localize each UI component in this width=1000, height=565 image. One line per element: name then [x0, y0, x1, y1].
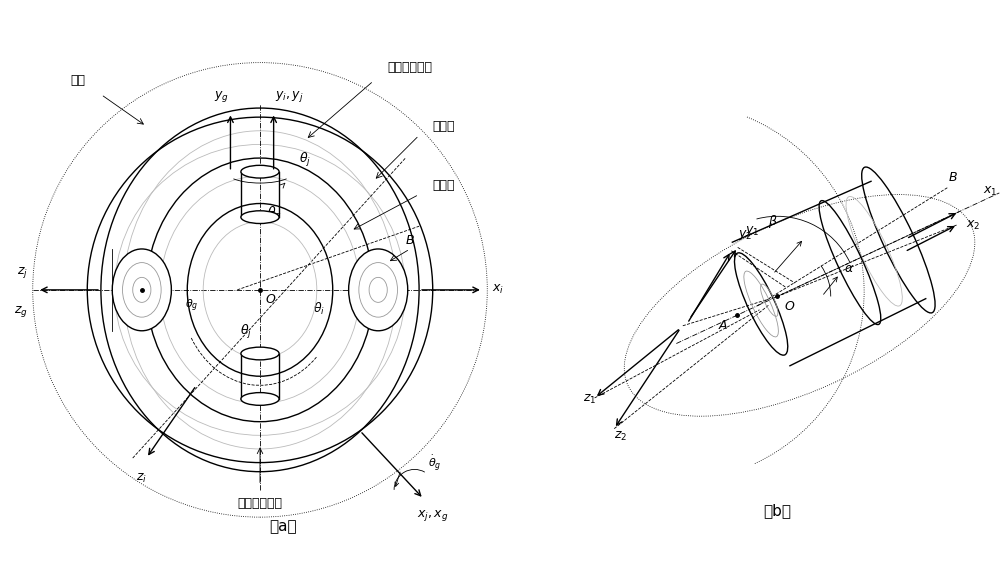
Ellipse shape: [349, 249, 408, 331]
Text: 内框架: 内框架: [433, 179, 455, 192]
Text: $x_j,x_g$: $x_j,x_g$: [417, 508, 448, 523]
Text: $A$: $A$: [120, 293, 130, 306]
Text: $x_2$: $x_2$: [966, 219, 980, 232]
Text: $O$: $O$: [265, 293, 277, 306]
Text: $\theta_j$: $\theta_j$: [240, 323, 252, 341]
Ellipse shape: [241, 347, 279, 360]
Text: $B$: $B$: [948, 171, 957, 184]
Text: $x_1$: $x_1$: [983, 185, 998, 198]
Text: $B$: $B$: [405, 234, 415, 247]
Text: $\beta$: $\beta$: [768, 213, 778, 230]
Text: $A$: $A$: [718, 319, 728, 332]
Text: $O$: $O$: [784, 300, 795, 313]
Text: $z_j$: $z_j$: [17, 265, 28, 280]
Text: 内框架电机端: 内框架电机端: [238, 497, 283, 510]
Ellipse shape: [112, 249, 171, 331]
Text: $\theta_g$: $\theta_g$: [185, 297, 199, 314]
Text: （b）: （b）: [763, 503, 791, 518]
Text: 外框架: 外框架: [433, 120, 455, 133]
Text: $\theta_g$: $\theta_g$: [267, 205, 282, 223]
Text: $\dot{\theta}_g$: $\dot{\theta}_g$: [428, 453, 442, 473]
Text: $y_i,y_j$: $y_i,y_j$: [275, 89, 304, 103]
Text: $\alpha$: $\alpha$: [844, 262, 854, 275]
Text: $z_g$: $z_g$: [14, 303, 28, 319]
Ellipse shape: [241, 166, 279, 178]
Text: $\theta_j$: $\theta_j$: [299, 151, 311, 169]
Text: $z_2$: $z_2$: [614, 429, 627, 442]
Text: 基座: 基座: [71, 74, 86, 87]
Text: $y_g$: $y_g$: [214, 89, 229, 103]
Text: $\theta_i$: $\theta_i$: [313, 301, 325, 317]
Text: $y_1$: $y_1$: [745, 224, 760, 238]
Text: $x_i$: $x_i$: [492, 283, 504, 297]
Text: $z_1$: $z_1$: [583, 393, 596, 406]
Text: （a）: （a）: [269, 519, 297, 534]
Text: 外框架电机端: 外框架电机端: [387, 60, 432, 73]
Ellipse shape: [241, 393, 279, 405]
Text: $z_i$: $z_i$: [136, 472, 147, 485]
Ellipse shape: [241, 211, 279, 224]
Text: $y_2$: $y_2$: [738, 228, 752, 242]
